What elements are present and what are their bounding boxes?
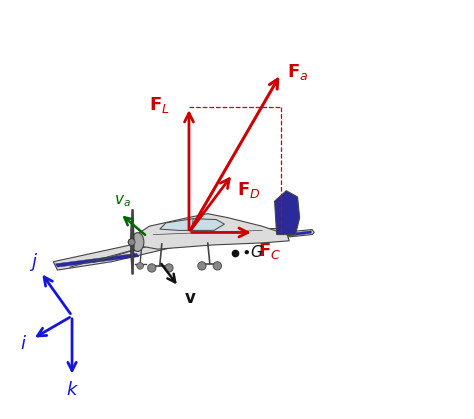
- Text: $\mathit{k}$: $\mathit{k}$: [65, 381, 79, 399]
- Circle shape: [137, 263, 144, 269]
- Ellipse shape: [131, 233, 144, 251]
- Circle shape: [165, 264, 173, 272]
- Circle shape: [128, 239, 135, 246]
- Polygon shape: [191, 228, 293, 243]
- Polygon shape: [160, 219, 225, 230]
- Polygon shape: [274, 191, 300, 235]
- Circle shape: [213, 262, 221, 270]
- Text: $\mathit{i}$: $\mathit{i}$: [20, 335, 27, 353]
- Polygon shape: [53, 235, 187, 270]
- Polygon shape: [130, 214, 289, 249]
- Circle shape: [198, 262, 206, 270]
- Text: $\mathbf{v}$: $\mathbf{v}$: [183, 289, 196, 307]
- Text: $\mathit{j}$: $\mathit{j}$: [29, 251, 38, 274]
- Text: $v_a$: $v_a$: [114, 193, 130, 209]
- Polygon shape: [281, 230, 314, 238]
- Polygon shape: [235, 231, 292, 235]
- Polygon shape: [55, 253, 139, 267]
- Polygon shape: [129, 210, 134, 242]
- Circle shape: [147, 264, 156, 272]
- Text: $\bullet G$: $\bullet G$: [241, 244, 264, 260]
- Ellipse shape: [128, 239, 135, 246]
- Text: $\mathbf{F}_C$: $\mathbf{F}_C$: [258, 241, 281, 261]
- Polygon shape: [249, 233, 277, 242]
- Text: $\mathbf{F}_a$: $\mathbf{F}_a$: [287, 62, 309, 82]
- Text: $\mathbf{F}_D$: $\mathbf{F}_D$: [237, 180, 261, 200]
- Text: $\mathbf{F}_L$: $\mathbf{F}_L$: [149, 95, 170, 115]
- Polygon shape: [287, 231, 311, 236]
- Polygon shape: [129, 242, 134, 274]
